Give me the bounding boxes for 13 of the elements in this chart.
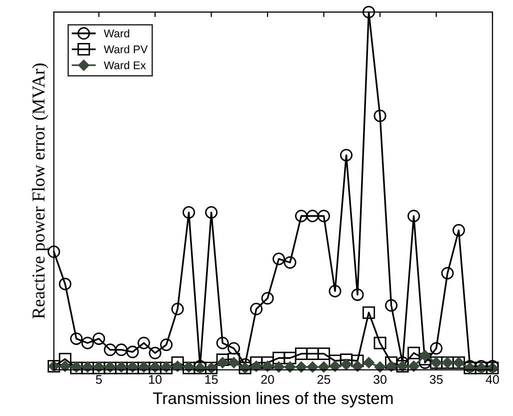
x-tick-label: 15 bbox=[205, 375, 218, 384]
y-axis-title: Reactive power Flow error (MVAr) bbox=[32, 64, 48, 319]
x-tick-label: 10 bbox=[149, 375, 162, 384]
legend-label: Ward bbox=[104, 29, 130, 38]
legend-label: Ward Ex bbox=[104, 61, 146, 70]
x-tick-label: 40 bbox=[486, 375, 499, 384]
x-tick-label: 25 bbox=[317, 375, 330, 384]
legend-label: Ward PV bbox=[104, 45, 148, 54]
x-tick-label: 5 bbox=[96, 375, 102, 384]
x-axis-title: Transmission lines of the system bbox=[152, 392, 393, 408]
x-tick-label: 35 bbox=[430, 375, 443, 384]
x-tick-label: 20 bbox=[261, 375, 274, 384]
x-tick-label: 30 bbox=[374, 375, 386, 384]
